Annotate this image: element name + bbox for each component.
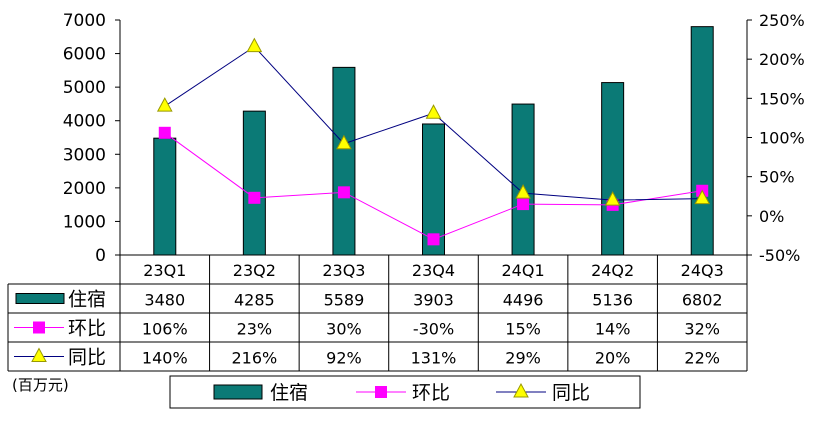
left-tick-label: 5000 <box>63 78 106 98</box>
bar-24Q3 <box>690 26 714 256</box>
data-label-住宿: 3903 <box>413 291 454 310</box>
data-label-住宿: 3480 <box>144 291 185 310</box>
unit-label: (百万元) <box>12 376 69 394</box>
marker-环比-23Q3 <box>337 186 350 199</box>
data-label-环比: 30% <box>326 320 362 339</box>
bar-24Q1 <box>511 103 535 256</box>
bar-23Q3 <box>332 66 356 256</box>
right-tick-label: 0% <box>759 207 784 226</box>
legend: 住宿 环比 同比 <box>169 375 641 409</box>
right-tick-label: 100% <box>759 129 805 148</box>
data-label-环比: 14% <box>595 320 631 339</box>
category-label: 24Q2 <box>591 261 634 280</box>
data-label-环比: 32% <box>684 320 720 339</box>
left-tick-label: 4000 <box>63 112 106 132</box>
bar-24Q2 <box>601 82 625 256</box>
marker-环比-23Q1 <box>158 126 171 139</box>
left-tick-label: 3000 <box>63 145 106 165</box>
row-key-marker-环比 <box>33 321 45 334</box>
data-label-环比: -30% <box>413 320 454 339</box>
data-table: 23Q1 23Q2 23Q3 23Q4 24Q1 24Q2 24Q3 住宿 3480 4285 55… <box>7 254 748 372</box>
legend-label-住宿: 住宿 <box>270 382 308 404</box>
bar-series <box>153 26 714 256</box>
data-label-环比: 106% <box>142 320 188 339</box>
data-label-环比: 23% <box>237 320 273 339</box>
left-tick-label: 2000 <box>63 179 106 199</box>
marker-同比-24Q3 <box>694 189 711 205</box>
axes: 0 1000 2000 3000 4000 5000 6000 7000 -50% 0% 50% 10… <box>63 11 805 266</box>
data-label-环比: 15% <box>505 320 541 339</box>
data-label-同比: 92% <box>326 349 362 368</box>
left-tick-label: 6000 <box>63 45 106 65</box>
legend-key-marker-同比 <box>513 382 529 398</box>
data-label-住宿: 5589 <box>324 291 365 310</box>
row-key-marker-同比 <box>31 347 47 362</box>
marker-环比-23Q4 <box>427 233 440 246</box>
legend-label-环比: 环比 <box>412 382 450 404</box>
row-label-同比: 同比 <box>68 347 106 369</box>
marker-同比-23Q1 <box>156 97 173 112</box>
legend-key-marker-环比 <box>375 386 387 398</box>
data-label-同比: 20% <box>595 349 631 368</box>
data-label-住宿: 4496 <box>503 291 544 310</box>
bar-23Q2 <box>242 110 266 256</box>
marker-同比-23Q3 <box>336 134 352 150</box>
right-tick-label: 250% <box>759 11 805 30</box>
row-label-住宿: 住宿 <box>68 289 106 311</box>
data-label-住宿: 5136 <box>592 291 633 310</box>
line-series <box>156 37 711 246</box>
right-tick-label: -50% <box>759 246 800 265</box>
right-tick-label: 200% <box>759 50 805 69</box>
left-tick-label: 1000 <box>63 212 106 232</box>
data-label-同比: 140% <box>142 349 188 368</box>
category-label: 23Q3 <box>322 261 365 280</box>
data-label-住宿: 6802 <box>682 291 723 310</box>
legend-key-住宿 <box>213 384 263 400</box>
marker-同比-24Q2 <box>604 191 621 206</box>
marker-同比-23Q4 <box>425 104 442 119</box>
data-label-同比: 29% <box>505 349 541 368</box>
right-tick-label: 150% <box>759 89 805 108</box>
marker-同比-23Q2 <box>246 37 263 53</box>
category-label: 23Q4 <box>412 261 455 280</box>
marker-环比-23Q2 <box>248 191 261 204</box>
data-label-同比: 216% <box>231 349 277 368</box>
category-label: 23Q2 <box>233 261 276 280</box>
category-label: 23Q1 <box>143 261 186 280</box>
left-tick-label: 0 <box>95 246 106 266</box>
right-tick-label: 50% <box>759 168 795 187</box>
marker-环比-24Q1 <box>517 198 530 211</box>
category-label: 24Q3 <box>681 261 724 280</box>
marker-同比-24Q1 <box>515 184 531 199</box>
category-label: 24Q1 <box>502 261 545 280</box>
data-label-同比: 131% <box>411 349 457 368</box>
data-label-同比: 22% <box>684 349 720 368</box>
legend-label-同比: 同比 <box>552 382 590 404</box>
data-label-住宿: 4285 <box>234 291 275 310</box>
left-tick-label: 7000 <box>63 11 106 31</box>
bar-23Q1 <box>153 137 177 256</box>
row-label-环比: 环比 <box>68 318 106 340</box>
row-key-住宿 <box>15 293 65 304</box>
